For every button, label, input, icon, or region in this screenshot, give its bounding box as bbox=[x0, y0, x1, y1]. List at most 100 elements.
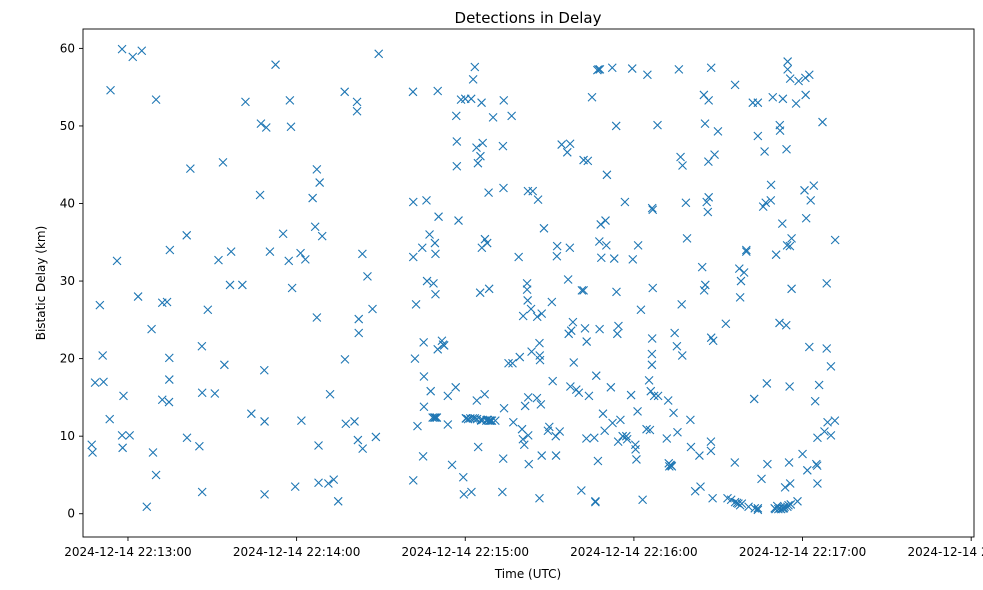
data-point-204 bbox=[537, 309, 547, 319]
data-point-216 bbox=[557, 140, 567, 149]
data-point-73 bbox=[329, 475, 339, 484]
data-point-146 bbox=[473, 442, 483, 452]
data-point-133 bbox=[461, 413, 471, 423]
data-point-34 bbox=[197, 388, 207, 398]
data-point-173 bbox=[499, 95, 509, 105]
data-point-137 bbox=[467, 487, 476, 497]
data-point-388 bbox=[783, 57, 793, 66]
data-point-292 bbox=[653, 391, 663, 401]
data-point-189 bbox=[523, 186, 533, 196]
data-point-282 bbox=[645, 425, 655, 435]
data-point-417 bbox=[818, 117, 827, 127]
data-point-235 bbox=[583, 156, 593, 166]
data-point-74 bbox=[333, 496, 343, 506]
data-point-1 bbox=[88, 448, 97, 457]
data-point-344 bbox=[735, 292, 745, 302]
data-point-64 bbox=[310, 222, 320, 232]
data-point-148 bbox=[476, 151, 485, 161]
data-point-162 bbox=[484, 284, 494, 294]
data-point-110 bbox=[431, 249, 440, 259]
data-point-58 bbox=[287, 283, 297, 293]
data-point-311 bbox=[686, 415, 695, 425]
data-point-234 bbox=[582, 337, 592, 346]
data-point-16 bbox=[137, 46, 147, 56]
data-point-220 bbox=[565, 243, 575, 253]
data-point-36 bbox=[203, 305, 213, 315]
data-point-251 bbox=[600, 426, 610, 436]
x-tick-label-2: 2024-12-14 22:15:00 bbox=[402, 545, 529, 559]
data-point-18 bbox=[147, 324, 156, 334]
data-point-60 bbox=[296, 248, 305, 258]
data-point-225 bbox=[569, 358, 579, 367]
data-point-359 bbox=[758, 202, 768, 211]
data-point-279 bbox=[642, 424, 651, 434]
data-point-107 bbox=[429, 278, 438, 288]
data-point-38 bbox=[214, 255, 223, 265]
data-point-390 bbox=[784, 458, 794, 467]
data-point-409 bbox=[806, 196, 816, 205]
data-point-425 bbox=[830, 235, 840, 245]
data-point-127 bbox=[454, 216, 463, 225]
data-point-254 bbox=[602, 170, 612, 180]
data-point-414 bbox=[813, 479, 822, 488]
data-point-195 bbox=[528, 186, 538, 196]
data-point-233 bbox=[582, 434, 591, 443]
data-point-37 bbox=[210, 389, 220, 398]
data-point-232 bbox=[580, 323, 590, 333]
data-point-290 bbox=[649, 391, 659, 401]
data-point-278 bbox=[638, 495, 648, 505]
data-point-243 bbox=[593, 456, 603, 466]
data-point-302 bbox=[672, 341, 682, 351]
data-point-33 bbox=[197, 341, 207, 351]
data-point-319 bbox=[700, 119, 710, 129]
data-point-108 bbox=[429, 413, 439, 422]
data-point-170 bbox=[498, 141, 508, 151]
data-point-5 bbox=[99, 377, 108, 387]
data-point-28 bbox=[165, 245, 175, 255]
data-point-247 bbox=[595, 64, 605, 74]
data-point-85 bbox=[358, 444, 368, 453]
data-point-330 bbox=[708, 493, 717, 503]
data-point-358 bbox=[757, 474, 766, 484]
data-point-206 bbox=[539, 223, 549, 233]
data-point-249 bbox=[596, 253, 606, 263]
data-point-230 bbox=[579, 285, 588, 295]
x-tick-label-0: 2024-12-14 22:13:00 bbox=[64, 545, 191, 559]
data-point-103 bbox=[422, 276, 432, 286]
data-point-416 bbox=[814, 380, 824, 390]
data-point-275 bbox=[633, 406, 642, 416]
data-point-156 bbox=[480, 234, 490, 244]
data-point-51 bbox=[261, 123, 271, 132]
data-point-200 bbox=[535, 338, 544, 348]
data-point-26 bbox=[164, 375, 174, 384]
data-point-384 bbox=[782, 144, 791, 154]
data-point-112 bbox=[431, 413, 440, 422]
data-point-240 bbox=[591, 497, 600, 507]
data-point-196 bbox=[532, 393, 542, 403]
data-point-366 bbox=[768, 92, 778, 102]
data-point-102 bbox=[422, 196, 431, 205]
data-point-168 bbox=[490, 416, 500, 426]
data-point-46 bbox=[255, 190, 265, 200]
data-point-422 bbox=[826, 431, 836, 440]
data-point-42 bbox=[226, 247, 236, 256]
data-point-96 bbox=[413, 421, 422, 431]
data-point-113 bbox=[432, 413, 442, 422]
data-point-125 bbox=[452, 137, 462, 146]
data-point-39 bbox=[218, 158, 228, 167]
data-point-236 bbox=[584, 391, 594, 401]
data-point-79 bbox=[352, 97, 362, 107]
data-point-191 bbox=[523, 431, 533, 440]
data-point-327 bbox=[706, 446, 716, 456]
data-point-109 bbox=[430, 238, 440, 248]
data-point-229 bbox=[577, 285, 587, 295]
data-point-94 bbox=[410, 354, 420, 364]
data-point-186 bbox=[522, 278, 532, 288]
data-point-154 bbox=[478, 138, 488, 148]
data-point-365 bbox=[766, 180, 776, 190]
data-point-115 bbox=[433, 86, 443, 96]
data-point-346 bbox=[737, 499, 747, 509]
data-point-375 bbox=[775, 126, 785, 135]
data-point-40 bbox=[219, 360, 229, 370]
